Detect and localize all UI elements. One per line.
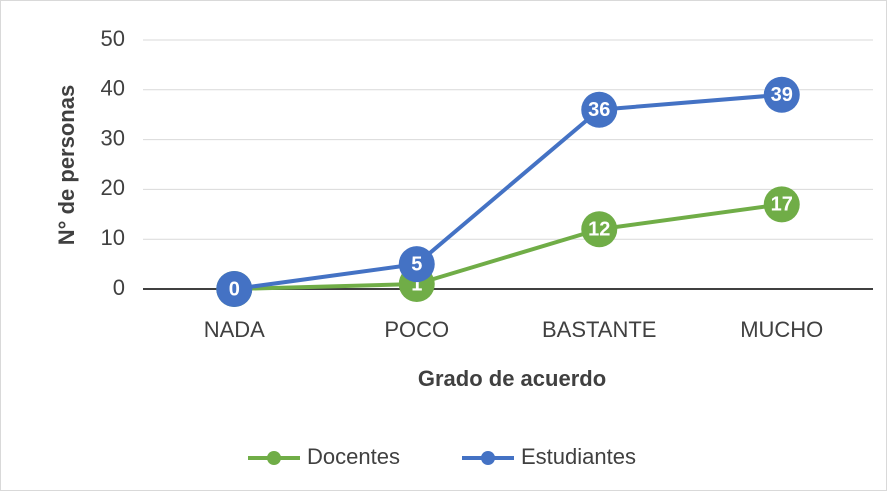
y-tick-label: 40 — [101, 76, 125, 101]
y-axis-title: N° de personas — [54, 85, 79, 245]
x-axis-title: Grado de acuerdo — [418, 366, 606, 391]
legend-label: Estudiantes — [521, 444, 636, 469]
x-tick-label: BASTANTE — [542, 317, 657, 342]
series-line — [233, 92, 782, 291]
y-tick-label: 30 — [101, 125, 125, 150]
series-line — [234, 202, 783, 291]
legend-marker — [267, 451, 281, 465]
x-tick-label: NADA — [204, 317, 265, 342]
y-tick-label: 10 — [101, 225, 125, 250]
data-label: 0 — [229, 278, 240, 300]
x-tick-label: POCO — [384, 317, 449, 342]
data-point — [763, 76, 800, 113]
data-point — [216, 271, 253, 307]
x-tick-label: MUCHO — [740, 317, 823, 342]
y-tick-label: 50 — [101, 26, 125, 51]
data-label: 1 — [411, 273, 422, 295]
legend-marker — [481, 451, 495, 465]
data-label: 12 — [588, 219, 610, 241]
data-point — [581, 91, 618, 128]
y-tick-label: 0 — [113, 275, 125, 300]
data-point — [581, 211, 618, 248]
data-label: 36 — [588, 99, 610, 121]
data-label: 39 — [771, 84, 793, 106]
data-label: 17 — [771, 194, 793, 216]
y-tick-label: 20 — [101, 175, 125, 200]
data-point — [763, 186, 800, 223]
data-label: 5 — [411, 253, 422, 275]
data-point — [398, 246, 435, 283]
legend-label: Docentes — [307, 444, 400, 469]
